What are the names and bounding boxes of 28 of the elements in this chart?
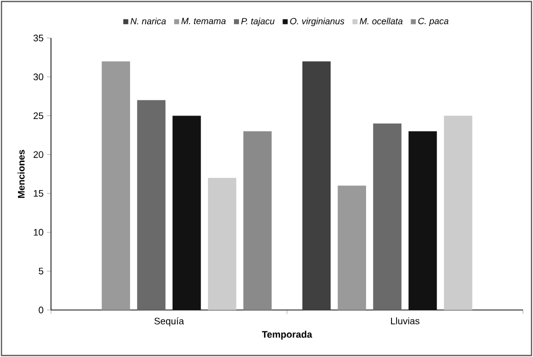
bar — [172, 116, 201, 310]
bar — [408, 131, 437, 310]
x-axis-title: Temporada — [262, 330, 312, 340]
y-tick-label: 20 — [34, 151, 44, 158]
y-tick-label: 35 — [33, 34, 44, 42]
y-tick-label: 0 — [38, 306, 44, 314]
x-tick-label: Lluvias — [391, 317, 420, 324]
legend-label: O. virginianus — [290, 18, 344, 26]
y-tick-label: 10 — [34, 228, 44, 236]
bar — [243, 131, 272, 310]
y-axis-title: Menciones — [18, 150, 25, 198]
bar — [302, 61, 331, 310]
y-tick-label: 15 — [34, 190, 44, 197]
bar — [338, 186, 366, 310]
legend-label: N. narica — [130, 18, 166, 24]
bar — [373, 123, 402, 310]
bar — [102, 61, 130, 310]
y-tick-label: 5 — [38, 268, 44, 274]
legend-label: P. tajacu — [241, 18, 275, 26]
bar — [444, 116, 472, 310]
x-tick-label: Sequía — [154, 317, 184, 326]
y-tick-label: 30 — [33, 74, 44, 80]
bar — [137, 100, 166, 310]
legend-label: M. ocellata — [360, 18, 403, 24]
legend-label: M. temama — [181, 18, 226, 24]
legend-label: C. paca — [418, 18, 448, 26]
y-tick-label: 25 — [34, 112, 44, 120]
bar — [208, 178, 236, 310]
